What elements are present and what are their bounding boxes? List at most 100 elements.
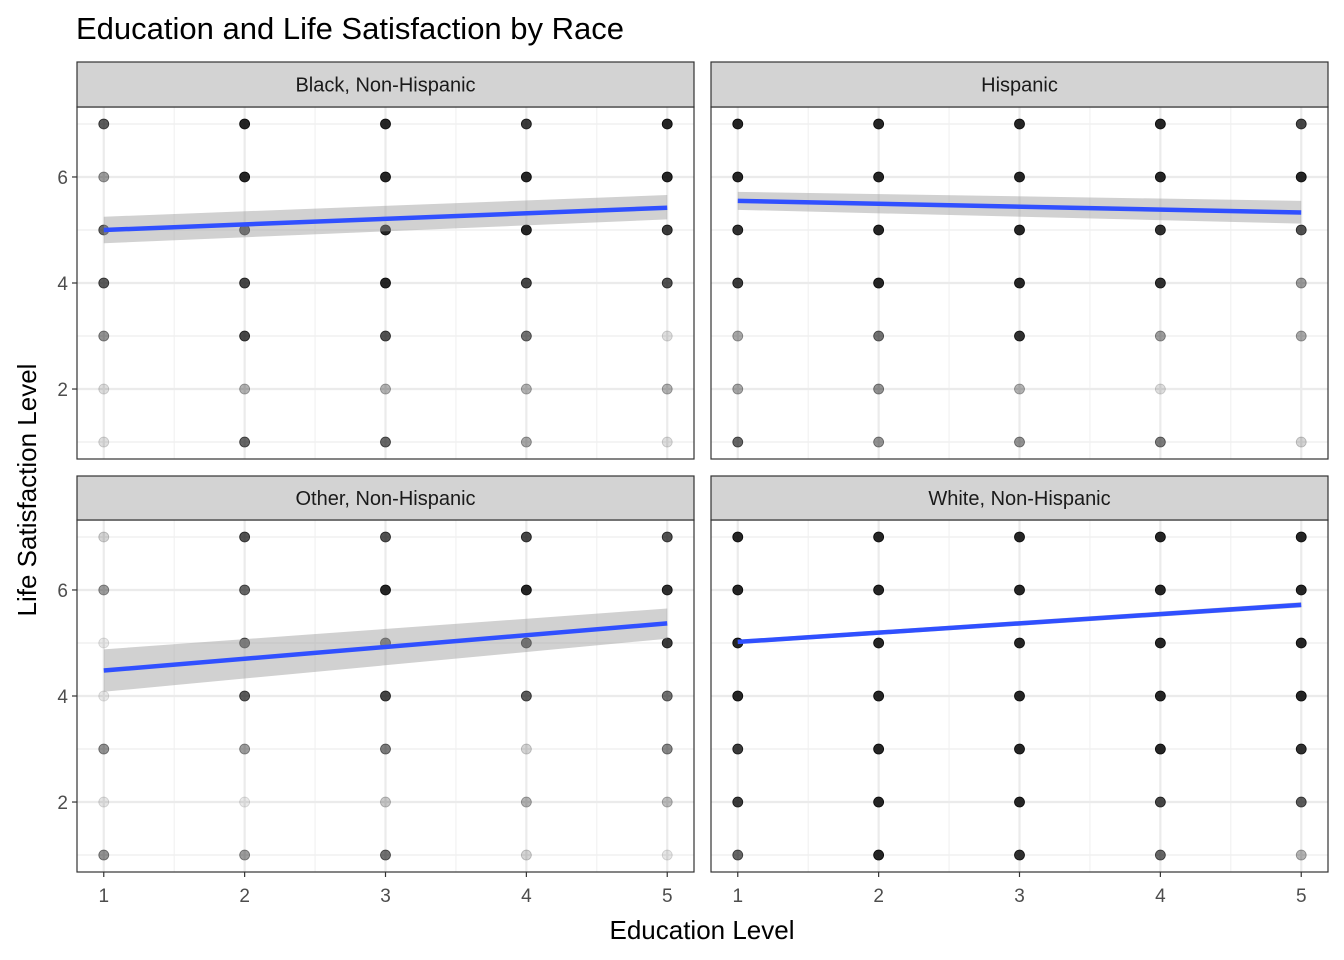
data-point bbox=[873, 743, 885, 755]
data-point bbox=[380, 224, 391, 236]
data-point bbox=[380, 743, 391, 755]
y-axis-title: Life Satisfaction Level bbox=[12, 364, 42, 617]
chart-title: Education and Life Satisfaction by Race bbox=[76, 11, 624, 46]
data-point bbox=[1154, 743, 1166, 755]
data-point bbox=[520, 796, 532, 808]
data-point bbox=[520, 383, 532, 395]
data-point bbox=[1154, 436, 1166, 448]
data-point bbox=[661, 224, 673, 236]
regression-line bbox=[737, 198, 1302, 215]
data-point bbox=[873, 224, 885, 236]
data-point bbox=[380, 849, 391, 861]
data-point bbox=[520, 118, 532, 130]
data-point bbox=[1295, 277, 1307, 289]
data-point bbox=[239, 383, 251, 395]
data-point bbox=[98, 171, 110, 183]
data-point bbox=[873, 690, 885, 702]
x-tick-label: 3 bbox=[380, 886, 391, 907]
regression-line bbox=[737, 602, 1302, 645]
y-tick-label: 6 bbox=[57, 168, 68, 189]
data-point bbox=[1154, 118, 1166, 130]
data-point bbox=[1295, 531, 1307, 543]
data-point bbox=[732, 171, 744, 183]
x-tick-label: 5 bbox=[1296, 886, 1307, 907]
data-point bbox=[239, 171, 251, 183]
data-point bbox=[1014, 743, 1025, 755]
data-point bbox=[873, 383, 885, 395]
y-tick-label: 6 bbox=[57, 581, 68, 602]
data-point bbox=[520, 584, 532, 596]
data-point bbox=[239, 118, 251, 130]
data-point bbox=[98, 436, 110, 448]
data-point bbox=[732, 224, 744, 236]
data-point bbox=[873, 277, 885, 289]
data-point bbox=[661, 849, 673, 861]
data-point bbox=[380, 436, 391, 448]
data-point bbox=[1295, 796, 1307, 808]
data-point bbox=[1154, 171, 1166, 183]
data-point bbox=[380, 796, 391, 808]
data-point bbox=[239, 637, 251, 649]
data-point bbox=[732, 118, 744, 130]
data-point bbox=[732, 849, 744, 861]
data-point bbox=[520, 743, 532, 755]
data-point bbox=[1295, 118, 1307, 130]
facet-strip-label: Black, Non-Hispanic bbox=[295, 75, 475, 97]
facet-strip-label: Other, Non-Hispanic bbox=[295, 488, 475, 510]
data-point bbox=[239, 796, 251, 808]
data-point bbox=[239, 531, 251, 543]
data-point bbox=[1154, 531, 1166, 543]
data-point bbox=[1295, 743, 1307, 755]
x-tick-label: 2 bbox=[239, 886, 250, 907]
data-point bbox=[1295, 436, 1307, 448]
facet-strip bbox=[710, 61, 1329, 108]
data-point bbox=[732, 584, 744, 596]
data-point bbox=[1295, 330, 1307, 342]
facet-grid: Black, Non-Hispanic 2 4 6 Hispanic Other, Non… bbox=[57, 61, 1329, 907]
x-tick-label: 4 bbox=[1155, 886, 1166, 907]
data-point bbox=[1154, 383, 1166, 395]
data-point bbox=[1295, 584, 1307, 596]
data-point bbox=[239, 436, 251, 448]
data-point bbox=[873, 637, 885, 649]
data-point bbox=[873, 330, 885, 342]
data-point bbox=[661, 531, 673, 543]
data-point bbox=[380, 118, 391, 130]
facet-strip bbox=[76, 61, 695, 108]
data-point bbox=[239, 277, 251, 289]
data-point bbox=[1154, 849, 1166, 861]
data-point bbox=[520, 531, 532, 543]
data-point bbox=[732, 330, 744, 342]
data-point bbox=[661, 118, 673, 130]
data-point bbox=[1014, 584, 1025, 596]
data-point bbox=[1014, 277, 1025, 289]
data-point bbox=[1014, 796, 1025, 808]
data-point bbox=[661, 690, 673, 702]
data-point bbox=[732, 796, 744, 808]
data-point bbox=[1154, 584, 1166, 596]
data-point bbox=[98, 330, 110, 342]
x-tick-label: 3 bbox=[1014, 886, 1025, 907]
x-tick-label: 5 bbox=[662, 886, 673, 907]
data-point bbox=[1014, 690, 1025, 702]
data-point bbox=[1295, 637, 1307, 649]
data-point bbox=[732, 383, 744, 395]
data-point bbox=[380, 383, 391, 395]
data-point bbox=[732, 743, 744, 755]
data-point bbox=[661, 637, 673, 649]
x-tick-label: 2 bbox=[873, 886, 884, 907]
data-point bbox=[1295, 171, 1307, 183]
facet-panel: Other, Non-Hispanic 2 4 6 1 2 3 4 5 bbox=[57, 475, 695, 907]
data-point bbox=[520, 330, 532, 342]
data-point bbox=[1014, 531, 1025, 543]
y-tick-label: 2 bbox=[57, 380, 68, 401]
x-tick-label: 1 bbox=[732, 886, 743, 907]
regression-line bbox=[103, 621, 668, 673]
data-point bbox=[661, 584, 673, 596]
data-point bbox=[873, 531, 885, 543]
data-point bbox=[380, 531, 391, 543]
data-point bbox=[239, 743, 251, 755]
data-point bbox=[239, 330, 251, 342]
data-point bbox=[661, 796, 673, 808]
